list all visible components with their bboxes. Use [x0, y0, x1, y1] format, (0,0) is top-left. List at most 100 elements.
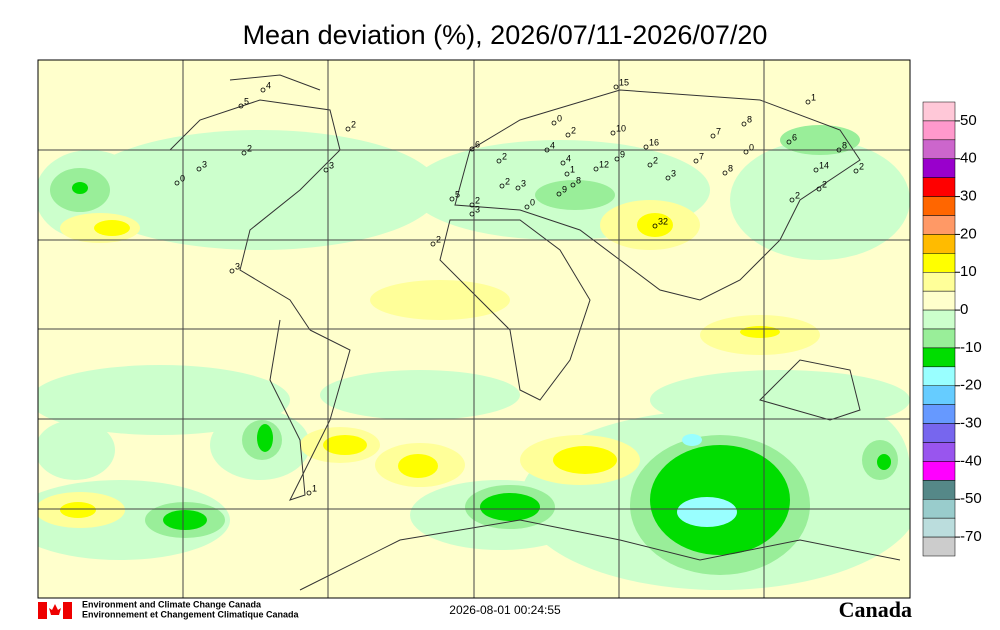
station-label: 5 — [455, 189, 460, 199]
station-dot — [789, 197, 795, 203]
legend-swatch — [922, 196, 956, 216]
station-label: 2 — [351, 119, 356, 129]
station-label: 4 — [566, 153, 571, 163]
station-dot — [643, 144, 649, 150]
station-dot — [722, 170, 728, 176]
station-label: 3 — [521, 178, 526, 188]
station-label: 4 — [550, 140, 555, 150]
legend-label: -50 — [960, 490, 982, 507]
station-label: 4 — [266, 80, 271, 90]
station-dot — [741, 121, 747, 127]
station-dot — [241, 150, 247, 156]
station-label: 3 — [235, 261, 240, 271]
station-label: 0 — [749, 142, 754, 152]
agency-en: Environment and Climate Change Canada — [82, 599, 262, 609]
station-dot — [743, 149, 749, 155]
station-label: 6 — [792, 132, 797, 142]
station-dot — [238, 103, 244, 109]
wordmark: Canada — [839, 597, 912, 622]
flag-leaf — [49, 604, 61, 615]
legend-label: 50 — [960, 112, 977, 129]
station-dot — [544, 147, 550, 153]
title: Mean deviation (%), 2026/07/11-2026/07/2… — [243, 20, 768, 50]
legend-label: 10 — [960, 263, 977, 280]
station-dot — [805, 99, 811, 105]
station-dot — [570, 182, 576, 188]
station-label: 2 — [436, 234, 441, 244]
station-dot — [174, 180, 180, 186]
station-label: 8 — [747, 114, 752, 124]
legend-label: -30 — [960, 415, 982, 432]
legend-swatch — [922, 499, 956, 519]
legend-swatch — [922, 517, 956, 538]
station-dot — [499, 183, 505, 189]
station-label: 2 — [247, 143, 252, 153]
station-label: 7 — [699, 151, 704, 161]
station-label: 5 — [244, 96, 249, 106]
legend-label: 0 — [960, 301, 968, 318]
station-dot — [613, 84, 619, 90]
legend-swatch — [922, 101, 956, 122]
legend-swatch — [922, 177, 956, 197]
station-label: 15 — [619, 77, 629, 87]
station-label: 2 — [502, 151, 507, 161]
station-dot — [610, 130, 616, 136]
legend-label: 40 — [960, 150, 977, 167]
station-label: 0 — [557, 113, 562, 123]
station-label: 1 — [570, 164, 575, 174]
flag-bar — [63, 602, 72, 619]
legend-swatch — [922, 480, 956, 500]
station-dot — [614, 156, 620, 162]
station-label: 8 — [576, 175, 581, 185]
legend-swatch — [922, 139, 956, 159]
legend: 50 40 30 20 10 0 -10 -20 -30 -40 -50 -70 — [922, 101, 982, 557]
legend-swatch — [922, 234, 956, 254]
station-label: 6 — [475, 139, 480, 149]
station-dot — [260, 87, 266, 93]
station-dot — [551, 120, 557, 126]
station-dot — [196, 166, 202, 172]
station-dot — [652, 223, 658, 229]
station-dot — [665, 175, 671, 181]
station-label: 3 — [671, 168, 676, 178]
flag-bar — [38, 602, 47, 619]
station-dot — [565, 132, 571, 138]
station-label: 2 — [859, 161, 864, 171]
footer: Environment and Climate Change Canada En… — [38, 597, 912, 622]
legend-swatch — [922, 290, 956, 311]
station-label: 14 — [819, 160, 829, 170]
station-dot — [449, 196, 455, 202]
station-label: 16 — [649, 137, 659, 147]
station-label: 2 — [822, 179, 827, 189]
station-dot — [469, 211, 475, 217]
station-dot — [469, 202, 475, 208]
station-label: 2 — [505, 176, 510, 186]
legend-swatch — [922, 272, 956, 292]
legend-swatch — [922, 158, 956, 178]
station-label: 12 — [599, 159, 609, 169]
station-label: 3 — [475, 204, 480, 214]
legend-label: -10 — [960, 339, 982, 356]
station-dot — [593, 166, 599, 172]
station-label: 9 — [562, 184, 567, 194]
station-label: 8 — [842, 140, 847, 150]
station-dot — [710, 133, 716, 139]
legend-swatch — [922, 423, 956, 443]
station-label: 0 — [530, 197, 535, 207]
station-label: 2 — [475, 195, 480, 205]
legend-swatch — [922, 347, 956, 368]
station-dot — [564, 171, 570, 177]
station-dot — [816, 186, 822, 192]
station-dot — [853, 168, 859, 174]
station-dot — [229, 268, 235, 274]
station-label: 1 — [811, 92, 816, 102]
legend-swatch — [922, 461, 956, 481]
legend-label: 20 — [960, 225, 977, 242]
station-label: 0 — [180, 173, 185, 183]
station-label: 7 — [716, 126, 721, 136]
timestamp: 2026-08-01 00:24:55 — [449, 603, 561, 617]
station-dot — [496, 158, 502, 164]
legend-label: -70 — [960, 528, 982, 545]
legend-swatch — [922, 253, 956, 273]
